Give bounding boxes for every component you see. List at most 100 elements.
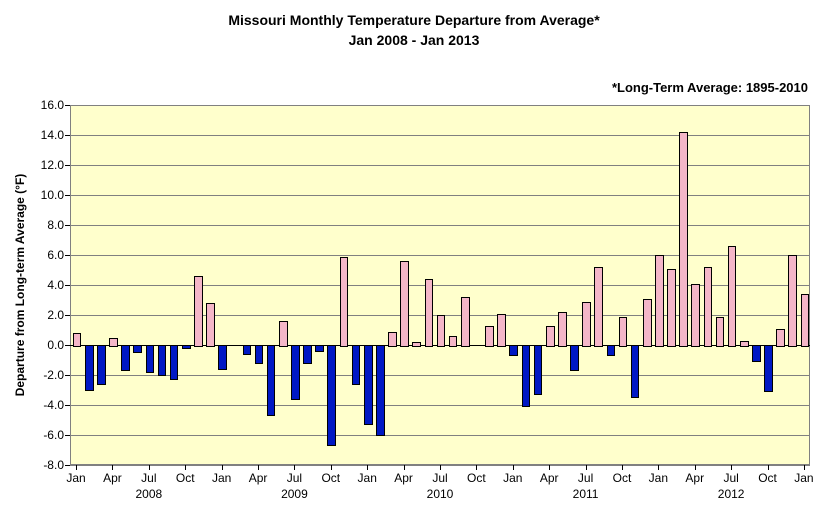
x-month-label: Oct [613, 465, 632, 485]
gridline [70, 195, 810, 196]
bar [388, 332, 397, 348]
bar [194, 276, 203, 347]
gridline [70, 435, 810, 436]
bar [279, 321, 288, 347]
bar [158, 345, 167, 376]
y-tick-label: 12.0 [41, 158, 70, 172]
x-month-label: Apr [103, 465, 122, 485]
y-tick-label: -6.0 [43, 428, 70, 442]
bar [121, 345, 130, 371]
plot-area: -8.0-6.0-4.0-2.00.02.04.06.08.010.012.01… [70, 105, 810, 465]
y-tick-label: -2.0 [43, 368, 70, 382]
gridline [70, 225, 810, 226]
bar [146, 345, 155, 373]
gridline [70, 255, 810, 256]
bar [643, 299, 652, 348]
chart-title-line1: Missouri Monthly Temperature Departure f… [0, 12, 828, 28]
y-tick-label: 6.0 [47, 248, 70, 262]
x-year-label: 2011 [573, 465, 599, 501]
x-month-label: Oct [321, 465, 340, 485]
bar [267, 345, 276, 416]
gridline [70, 375, 810, 376]
gridline [70, 105, 810, 106]
y-tick-label: 8.0 [47, 218, 70, 232]
bar [801, 294, 810, 347]
y-tick-label: 14.0 [41, 128, 70, 142]
bar [461, 297, 470, 347]
bar [425, 279, 434, 347]
chart-footnote: *Long-Term Average: 1895-2010 [612, 80, 808, 95]
bar [170, 345, 179, 380]
bar [243, 345, 252, 355]
bar [182, 345, 191, 349]
x-year-label: 2008 [135, 465, 162, 501]
x-month-label: Jan [794, 465, 813, 485]
bar [255, 345, 264, 364]
x-month-label: Jan [358, 465, 377, 485]
bar [449, 336, 458, 347]
x-month-label: Oct [467, 465, 486, 485]
bar [206, 303, 215, 347]
bar [570, 345, 579, 371]
x-year-label: 2010 [427, 465, 454, 501]
y-tick-label: 0.0 [47, 338, 70, 352]
bar [728, 246, 737, 347]
bar [400, 261, 409, 347]
x-month-label: Jan [212, 465, 231, 485]
bar [85, 345, 94, 391]
y-tick-label: 2.0 [47, 308, 70, 322]
bar [619, 317, 628, 348]
bar [691, 284, 700, 348]
bar [340, 257, 349, 348]
bar [509, 345, 518, 356]
y-axis-title: Departure from Long-term Average (°F) [13, 174, 27, 397]
bar [788, 255, 797, 347]
y-tick-label: 4.0 [47, 278, 70, 292]
bar [522, 345, 531, 407]
x-month-label: Apr [540, 465, 559, 485]
bar [485, 326, 494, 348]
bar [679, 132, 688, 347]
bar [364, 345, 373, 425]
bar [655, 255, 664, 347]
x-month-label: Apr [249, 465, 268, 485]
bar [776, 329, 785, 348]
x-month-label: Jan [649, 465, 668, 485]
bar [752, 345, 761, 362]
x-month-label: Oct [758, 465, 777, 485]
bar [716, 317, 725, 348]
gridline [70, 165, 810, 166]
bar [327, 345, 336, 446]
bar [376, 345, 385, 436]
bar [546, 326, 555, 348]
bar [558, 312, 567, 347]
bar [607, 345, 616, 356]
bar [704, 267, 713, 347]
bar [315, 345, 324, 352]
gridline [70, 135, 810, 136]
bar [133, 345, 142, 353]
bar [582, 302, 591, 348]
bar [437, 315, 446, 347]
bar [109, 338, 118, 348]
gridline [70, 405, 810, 406]
bar [412, 342, 421, 347]
chart-title-line2: Jan 2008 - Jan 2013 [0, 32, 828, 48]
y-tick-label: -4.0 [43, 398, 70, 412]
bar [73, 333, 82, 347]
y-tick-label: 16.0 [41, 98, 70, 112]
bar [764, 345, 773, 392]
x-year-label: 2009 [281, 465, 308, 501]
bar [303, 345, 312, 364]
bar [534, 345, 543, 395]
bar [291, 345, 300, 400]
bar [352, 345, 361, 385]
x-month-label: Jan [503, 465, 522, 485]
bar [667, 269, 676, 348]
x-month-label: Apr [685, 465, 704, 485]
bar [740, 341, 749, 348]
y-tick-label: 10.0 [41, 188, 70, 202]
bar [218, 345, 227, 370]
x-month-label: Oct [176, 465, 195, 485]
x-month-label: Apr [394, 465, 413, 485]
